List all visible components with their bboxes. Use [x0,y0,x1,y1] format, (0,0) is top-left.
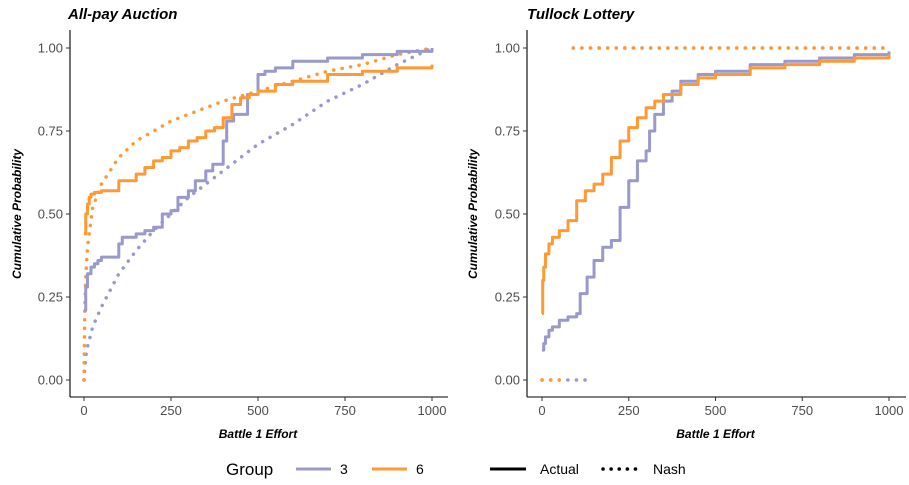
x-axis-title: Battle 1 Effort [676,427,755,441]
panel-title: Tullock Lottery [527,6,635,23]
x-tick-label: 500 [247,403,269,418]
panel-title: All-pay Auction [67,6,177,23]
x-tick-label: 750 [334,403,356,418]
x-tick-label: 0 [80,403,87,418]
series-group-6-actual [541,54,891,316]
y-tick-label: 0.25 [38,290,63,305]
y-axis-title: Cumulative Probability [466,148,480,279]
series-group-6-actual [84,64,434,236]
x-tick-label: 250 [618,403,640,418]
legend-label-group-6: 6 [416,461,424,477]
y-axis-title: Cumulative Probability [10,148,24,279]
x-tick-label: 0 [538,403,545,418]
x-tick-label: 750 [791,403,813,418]
y-tick-label: 1.00 [38,41,63,56]
legend: Group 3 6 Actual Nash [226,460,686,479]
x-tick-label: 250 [160,403,182,418]
series-group-3-nash [82,46,434,382]
series-group-3-actual [542,51,891,352]
panel-tullock-lottery: Tullock Lottery 0.00 0.25 0.50 0.75 1.00 0 250 5… [466,6,906,441]
y-tick-label: 0.50 [495,207,520,222]
y-tick-label: 0.25 [495,290,520,305]
legend-label-group-3: 3 [340,461,348,477]
y-tick-label: 0.75 [495,124,520,139]
y-tick-label: 1.00 [495,41,520,56]
legend-label-actual: Actual [540,461,579,477]
x-tick-label: 1000 [875,403,904,418]
x-axis-title: Battle 1 Effort [219,427,298,441]
x-tick-label: 1000 [418,403,447,418]
panel-all-pay-auction: All-pay Auction 0.00 0.25 0.50 0.75 1.00 0 250 5… [10,6,448,441]
y-tick-label: 0.00 [38,373,63,388]
series-group-6-nash [82,46,434,382]
x-tick-label: 500 [705,403,727,418]
legend-title: Group [226,460,273,479]
y-tick-label: 0.50 [38,207,63,222]
legend-label-nash: Nash [653,461,686,477]
y-tick-label: 0.75 [38,124,63,139]
series-group-3-actual [84,48,434,312]
y-tick-label: 0.00 [495,373,520,388]
